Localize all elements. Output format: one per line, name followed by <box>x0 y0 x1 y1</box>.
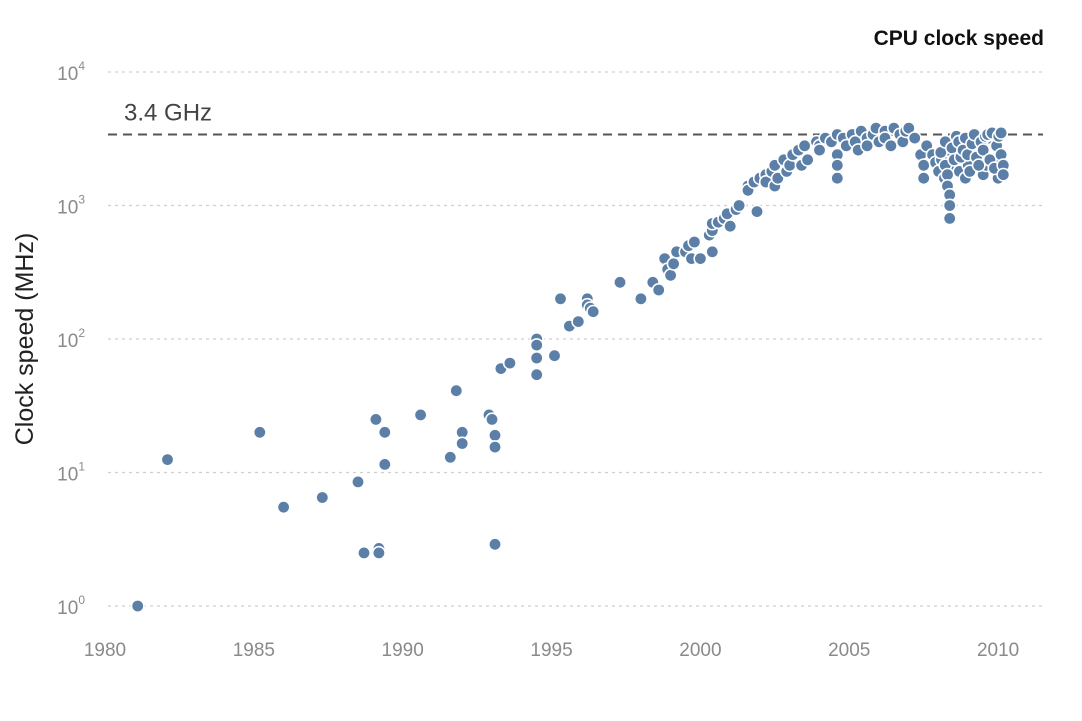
data-point <box>130 598 145 613</box>
reference-line-group: 3.4 GHz <box>108 100 1043 136</box>
data-point <box>723 219 738 234</box>
x-tick-label: 1980 <box>84 640 126 661</box>
y-tick-base: 10 <box>57 598 78 619</box>
data-point <box>502 356 517 371</box>
data-point <box>413 407 428 422</box>
data-point <box>996 167 1011 182</box>
data-point <box>693 251 708 266</box>
x-tick-label: 2010 <box>977 640 1019 661</box>
data-point <box>732 198 747 213</box>
data-point <box>633 291 648 306</box>
data-point <box>443 450 458 465</box>
data-point <box>487 440 502 455</box>
data-point <box>942 198 957 213</box>
data-point <box>529 367 544 382</box>
x-tick-label: 1995 <box>530 640 572 661</box>
data-point <box>663 268 678 283</box>
data-point <box>350 474 365 489</box>
y-axis-label: Clock speed (MHz) <box>11 233 39 446</box>
y-tick-label: 100 <box>57 593 85 619</box>
x-tick-label: 1985 <box>233 640 275 661</box>
y-tick-label: 101 <box>57 460 85 486</box>
data-point <box>687 235 702 250</box>
data-point <box>371 545 386 560</box>
y-tick-exponent: 0 <box>78 593 85 607</box>
data-point <box>368 412 383 427</box>
data-point <box>487 537 502 552</box>
data-point <box>976 143 991 158</box>
data-point <box>705 244 720 259</box>
data-point <box>455 436 470 451</box>
y-tick-exponent: 3 <box>78 193 85 207</box>
data-point <box>529 350 544 365</box>
x-tick-label: 2005 <box>828 640 870 661</box>
reference-line-label: 3.4 GHz <box>124 100 212 127</box>
data-point <box>901 121 916 136</box>
data-point <box>907 131 922 146</box>
data-point <box>547 348 562 363</box>
data-point <box>252 425 267 440</box>
data-point <box>651 282 666 297</box>
y-tick-label: 103 <box>57 193 85 219</box>
data-point <box>529 338 544 353</box>
data-point <box>586 304 601 319</box>
data-point <box>812 143 827 158</box>
data-point <box>830 171 845 186</box>
data-point <box>994 125 1009 140</box>
y-tick-base: 10 <box>57 198 78 219</box>
data-point <box>916 158 931 173</box>
data-point <box>883 138 898 153</box>
x-tick-label: 1990 <box>382 640 424 661</box>
data-point <box>797 138 812 153</box>
data-point <box>571 314 586 329</box>
data-point <box>800 152 815 167</box>
y-tick-label: 104 <box>57 59 85 85</box>
y-tick-exponent: 4 <box>78 59 85 73</box>
data-point <box>860 138 875 153</box>
y-tick-label: 102 <box>57 326 85 352</box>
y-tick-base: 10 <box>57 331 78 352</box>
data-point <box>315 490 330 505</box>
data-point <box>553 291 568 306</box>
x-axis-ticks: 1980 1985 1990 1995 2000 2005 2010 <box>84 640 1019 661</box>
data-point <box>377 425 392 440</box>
data-point <box>356 545 371 560</box>
data-point <box>484 412 499 427</box>
data-point <box>916 171 931 186</box>
data-point <box>276 500 291 515</box>
data-point <box>487 428 502 443</box>
data-point <box>377 457 392 472</box>
data-point <box>749 204 764 219</box>
data-point <box>160 452 175 467</box>
data-point <box>666 256 681 271</box>
data-point <box>830 158 845 173</box>
chart-title: CPU clock speed <box>874 27 1044 50</box>
y-tick-base: 10 <box>57 465 78 486</box>
x-tick-label: 2000 <box>679 640 721 661</box>
data-point <box>612 275 627 290</box>
y-tick-exponent: 2 <box>78 326 85 340</box>
y-tick-exponent: 1 <box>78 460 85 474</box>
data-point <box>942 211 957 226</box>
data-point <box>449 383 464 398</box>
gridlines <box>108 71 1043 607</box>
data-points <box>130 121 1011 613</box>
data-point <box>971 158 986 173</box>
y-tick-base: 10 <box>57 64 78 85</box>
